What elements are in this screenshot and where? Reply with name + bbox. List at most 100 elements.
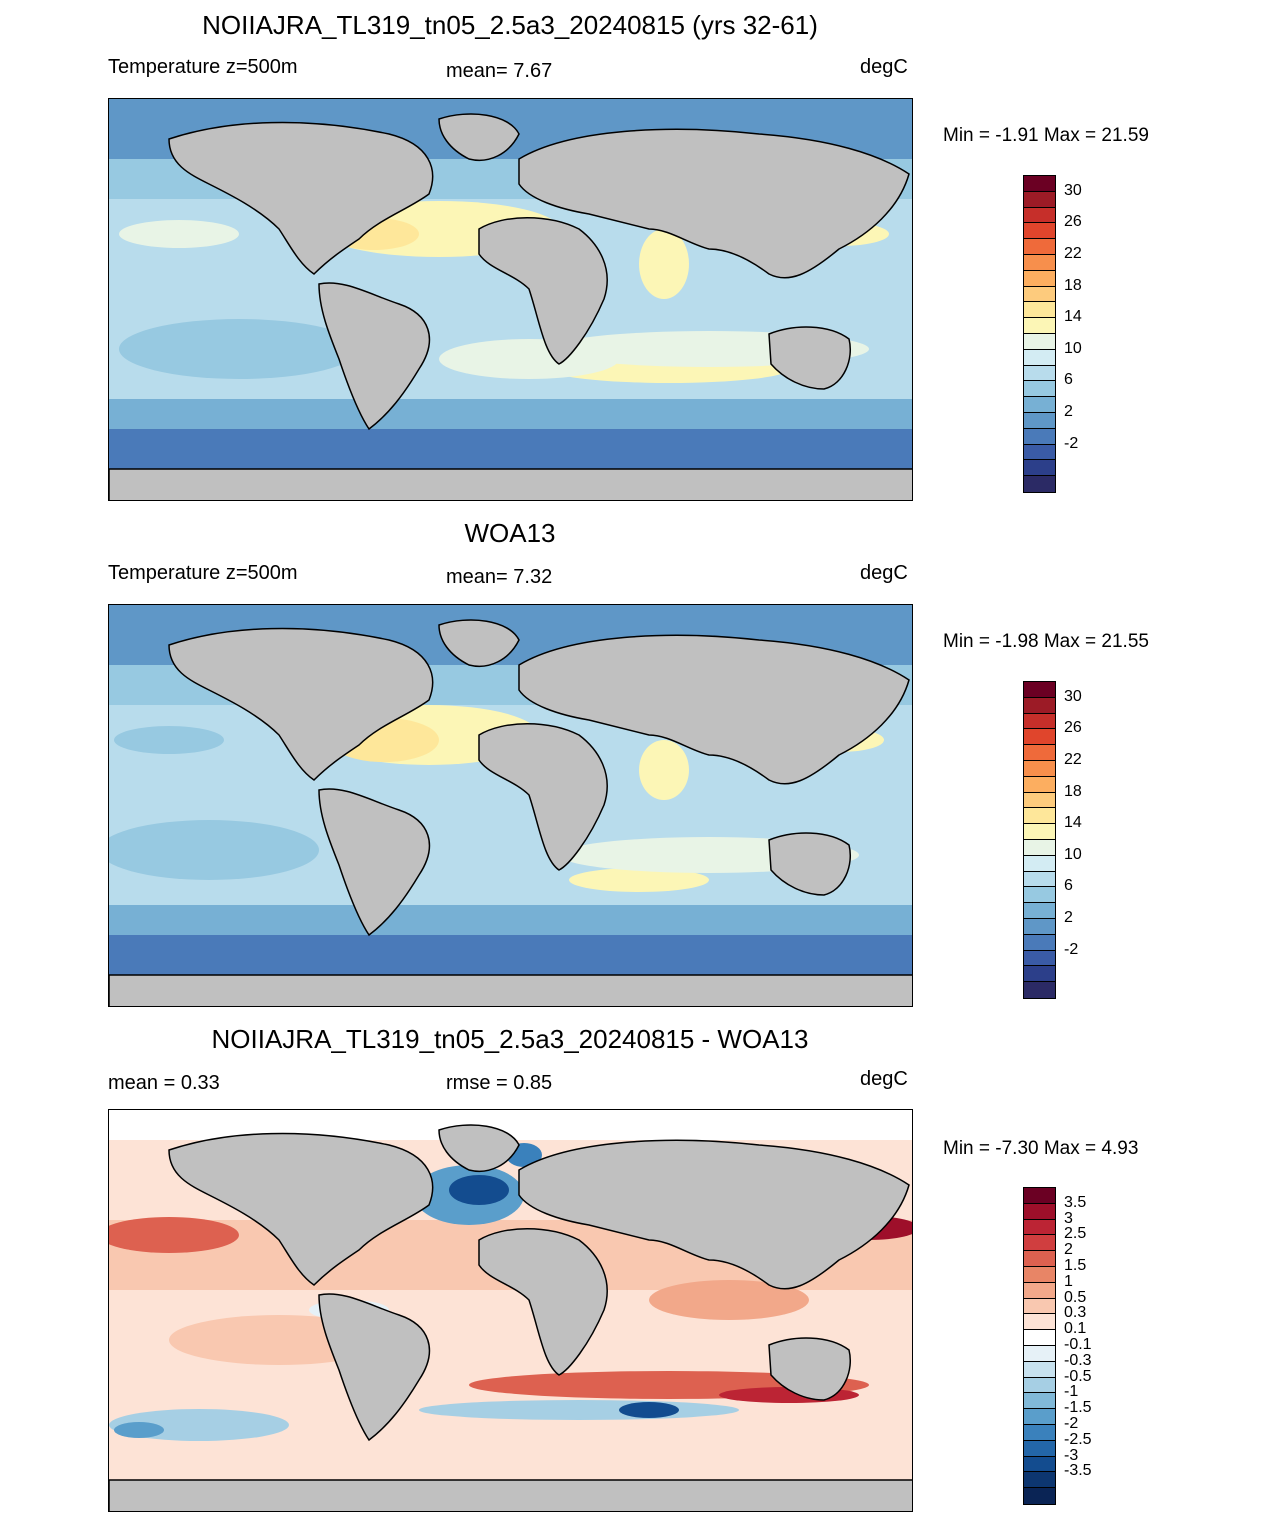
colorbar-tick-label: -3 <box>1064 1446 1079 1464</box>
colorbar-tick-label: -2 <box>1064 1415 1079 1432</box>
colorbar-segment <box>1024 318 1055 334</box>
colorbar-segment <box>1024 1203 1055 1220</box>
panel3-map <box>108 1109 913 1512</box>
colorbar-segment <box>1024 1440 1055 1457</box>
colorbar-tick-label: 1.5 <box>1064 1257 1087 1274</box>
panel3-units: degC <box>860 1068 908 1090</box>
panel1-units: degC <box>860 56 908 78</box>
colorbar-segment <box>1024 760 1055 777</box>
colorbar-segment <box>1024 697 1055 714</box>
colorbar-tick-label: -0.1 <box>1064 1336 1092 1353</box>
colorbar-segment <box>1024 1409 1055 1425</box>
colorbar-segment <box>1024 903 1055 919</box>
colorbar-segment <box>1024 729 1055 746</box>
colorbar-segment <box>1024 412 1055 429</box>
colorbar-tick-label: 22 <box>1064 245 1082 262</box>
colorbar-tick-label: 6 <box>1064 877 1073 895</box>
panel1-map <box>108 98 913 501</box>
colorbar-segment <box>1024 444 1055 461</box>
panel1-left-label: Temperature z=500m <box>108 56 298 78</box>
colorbar-tick-label: 0.5 <box>1064 1288 1087 1306</box>
colorbar-segment <box>1024 871 1055 888</box>
colorbar-tick-label: 14 <box>1064 814 1082 832</box>
panel1-colorbar <box>1023 175 1056 493</box>
colorbar-tick-label: 26 <box>1064 719 1082 737</box>
colorbar-segment <box>1024 1472 1055 1489</box>
colorbar-segment <box>1024 1488 1055 1504</box>
colorbar-tick-label: 22 <box>1064 751 1082 768</box>
colorbar-tick-label: 1 <box>1064 1272 1073 1290</box>
colorbar-tick-label: -2 <box>1064 434 1079 452</box>
colorbar-segment <box>1024 223 1055 240</box>
colorbar-segment <box>1024 1251 1055 1267</box>
colorbar-segment <box>1024 1377 1055 1394</box>
colorbar-segment <box>1024 1314 1055 1331</box>
panel1-mean-label: mean= 7.67 <box>446 60 553 82</box>
colorbar-segment <box>1024 918 1055 935</box>
colorbar-segment <box>1024 1361 1055 1378</box>
colorbar-tick-label: 14 <box>1064 308 1082 326</box>
panel3-colorbar <box>1023 1187 1056 1505</box>
colorbar-segment <box>1024 176 1055 192</box>
colorbar-segment <box>1024 381 1055 398</box>
colorbar-tick-label: -2.5 <box>1064 1430 1092 1448</box>
colorbar-tick-label: -0.5 <box>1064 1367 1092 1385</box>
colorbar-segment <box>1024 776 1055 793</box>
colorbar-segment <box>1024 207 1055 224</box>
colorbar-segment <box>1024 1298 1055 1315</box>
colorbar-segment <box>1024 950 1055 967</box>
colorbar-segment <box>1024 270 1055 287</box>
colorbar-tick-label: 2 <box>1064 909 1073 926</box>
colorbar-segment <box>1024 887 1055 904</box>
colorbar-segment <box>1024 254 1055 271</box>
colorbar-tick-label: 10 <box>1064 339 1082 357</box>
colorbar-segment <box>1024 460 1055 477</box>
panel2-map <box>108 604 913 1007</box>
panel2-units: degC <box>860 562 908 584</box>
panel2-minmax: Min = -1.98 Max = 21.55 <box>943 631 1149 652</box>
colorbar-tick-label: 18 <box>1064 276 1082 294</box>
colorbar-segment <box>1024 824 1055 840</box>
colorbar-segment <box>1024 745 1055 761</box>
panel3-minmax: Min = -7.30 Max = 4.93 <box>943 1138 1139 1159</box>
colorbar-segment <box>1024 286 1055 303</box>
colorbar-segment <box>1024 349 1055 366</box>
colorbar-segment <box>1024 476 1055 492</box>
colorbar-segment <box>1024 1424 1055 1441</box>
panel2-colorbar <box>1023 681 1056 999</box>
colorbar-segment <box>1024 839 1055 856</box>
colorbar-segment <box>1024 1393 1055 1410</box>
colorbar-segment <box>1024 1235 1055 1252</box>
colorbar-segment <box>1024 1282 1055 1299</box>
panel1-minmax: Min = -1.91 Max = 21.59 <box>943 125 1149 146</box>
colorbar-tick-label: -0.3 <box>1064 1351 1092 1369</box>
colorbar-tick-label: -2 <box>1064 940 1079 958</box>
colorbar-segment <box>1024 855 1055 872</box>
panel3-title: NOIIAJRA_TL319_tn05_2.5a3_20240815 - WOA… <box>211 1024 809 1054</box>
colorbar-tick-label: 3.5 <box>1064 1193 1087 1211</box>
colorbar-tick-label: 0.1 <box>1064 1320 1087 1338</box>
colorbar-segment <box>1024 1188 1055 1204</box>
colorbar-tick-label: 18 <box>1064 782 1082 800</box>
colorbar-tick-label: -1.5 <box>1064 1399 1092 1417</box>
colorbar-tick-label: 0.3 <box>1064 1304 1087 1322</box>
colorbar-tick-label: -3.5 <box>1064 1462 1092 1480</box>
panel2-left-label: Temperature z=500m <box>108 562 298 584</box>
colorbar-tick-label: 6 <box>1064 371 1073 389</box>
colorbar-tick-label: 26 <box>1064 213 1082 231</box>
colorbar-tick-label: 30 <box>1064 687 1082 705</box>
colorbar-segment <box>1024 191 1055 208</box>
colorbar-segment <box>1024 428 1055 445</box>
colorbar-segment <box>1024 808 1055 825</box>
colorbar-segment <box>1024 1266 1055 1283</box>
colorbar-tick-label: 30 <box>1064 181 1082 199</box>
colorbar-tick-label: 2 <box>1064 1241 1073 1259</box>
colorbar-segment <box>1024 302 1055 319</box>
panel2-title: WOA13 <box>464 518 556 548</box>
colorbar-segment <box>1024 934 1055 951</box>
colorbar-tick-label: 2 <box>1064 403 1073 420</box>
panel3-rmse-label: rmse = 0.85 <box>446 1072 553 1094</box>
colorbar-segment <box>1024 966 1055 983</box>
colorbar-segment <box>1024 792 1055 809</box>
colorbar-tick-label: -1 <box>1064 1383 1079 1401</box>
